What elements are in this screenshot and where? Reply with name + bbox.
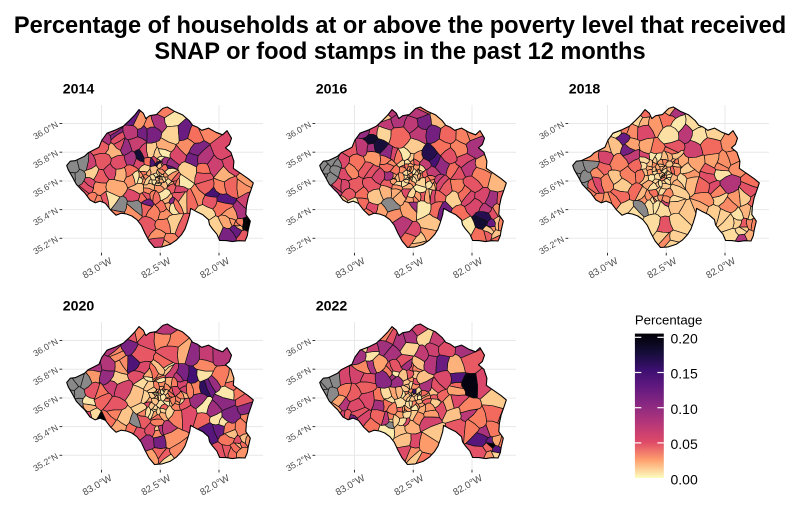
svg-text:0.15: 0.15 xyxy=(671,366,698,382)
svg-text:0.20: 0.20 xyxy=(671,331,698,347)
svg-text:2022: 2022 xyxy=(316,299,348,315)
svg-text:0.00: 0.00 xyxy=(671,471,698,487)
svg-text:0.10: 0.10 xyxy=(671,401,698,417)
svg-text:Percentage of households at or: Percentage of households at or above the… xyxy=(14,13,786,39)
svg-text:2014: 2014 xyxy=(63,82,95,98)
svg-text:SNAP or food stamps in the pas: SNAP or food stamps in the past 12 month… xyxy=(154,39,645,65)
svg-text:2020: 2020 xyxy=(63,299,95,315)
svg-text:2016: 2016 xyxy=(316,82,348,98)
svg-text:0.05: 0.05 xyxy=(671,436,698,452)
svg-text:2018: 2018 xyxy=(569,82,601,98)
svg-text:Percentage: Percentage xyxy=(635,313,702,328)
